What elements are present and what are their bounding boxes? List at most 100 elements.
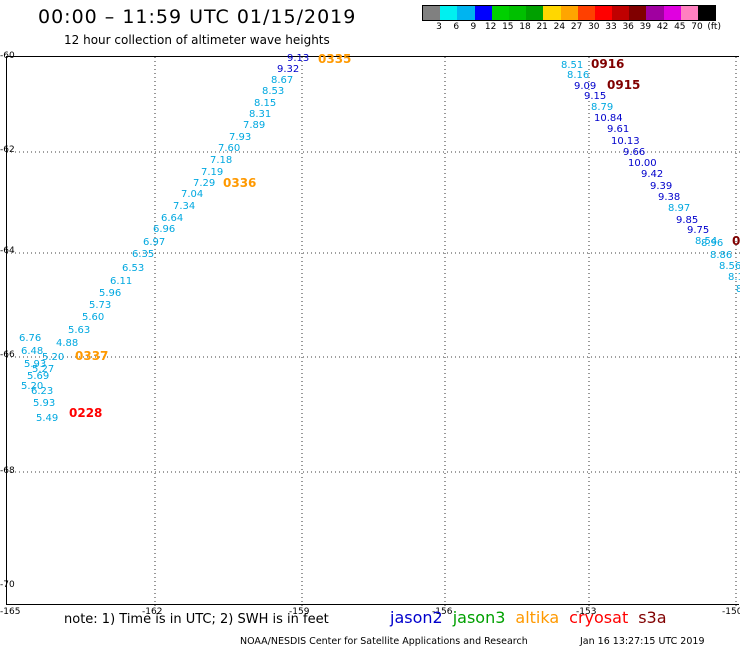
pass-time-label: 0916 [591, 57, 625, 71]
wave-height-point: 6.23 [31, 386, 54, 397]
wave-height-point: 6.64 [161, 213, 184, 224]
wave-height-point: 8.96 [701, 238, 724, 249]
wave-height-point: 5.73 [89, 300, 112, 311]
credit-line: NOAA/NESDIS Center for Satellite Applica… [240, 636, 528, 647]
wave-height-point: 9.66 [623, 147, 646, 158]
wave-height-point: 9.09 [574, 81, 597, 92]
wave-height-point: 7.19 [201, 167, 224, 178]
color-scale-label: 70 [691, 22, 703, 32]
color-scale-label: 39 [639, 22, 652, 32]
wave-height-point: 9.15 [584, 91, 607, 102]
satellite-legend-jason3: jason3 [452, 608, 506, 627]
lat-label: -60 [0, 51, 15, 61]
color-scale-label: 3 [436, 22, 442, 32]
color-swatch [457, 6, 475, 20]
pass-time-label: 0 [732, 234, 740, 248]
wave-height-point: 6.76 [19, 333, 42, 344]
lon-label: -150 [722, 607, 740, 617]
pass-time-label: 0335 [318, 52, 352, 66]
color-swatch [440, 6, 458, 20]
wave-height-point: 8.1 [728, 272, 740, 283]
color-scale-label: 15 [502, 22, 514, 32]
color-swatch [612, 6, 630, 20]
color-swatch [629, 6, 647, 20]
wave-height-point: 8.31 [249, 109, 272, 120]
wave-height-point: 10.13 [611, 136, 640, 147]
color-swatch [543, 6, 561, 20]
chart-title: 00:00 – 11:59 UTC 01/15/2019 [38, 6, 357, 28]
wave-height-point: 8.79 [591, 102, 614, 113]
wave-height-point: 5.27 [32, 364, 55, 375]
chart-subtitle: 12 hour collection of altimeter wave hei… [64, 33, 330, 47]
wave-height-point: 9.38 [658, 192, 681, 203]
wave-height-point: 5.63 [68, 325, 91, 336]
color-swatch [577, 6, 595, 20]
lat-label: -66 [0, 350, 15, 360]
wave-height-point: 5.20 [42, 352, 65, 363]
color-swatch [680, 6, 698, 20]
wave-height-point: 8.97 [668, 203, 691, 214]
color-swatch [594, 6, 613, 20]
pass-time-label: 0915 [607, 78, 641, 92]
color-swatch [491, 6, 509, 20]
wave-height-point: 5.49 [36, 413, 59, 424]
wave-height-point: 9.42 [641, 169, 664, 180]
color-scale-label: 12 [484, 22, 497, 32]
lat-label: -64 [0, 246, 15, 256]
wave-height-point: 5.93 [33, 398, 56, 409]
wave-height-point: 6.53 [122, 263, 145, 274]
wave-height-point: 5.20 [21, 381, 44, 392]
lat-label: -68 [0, 466, 15, 476]
satellite-legend-cryosat: cryosat [569, 608, 629, 627]
wave-height-point: 8.16 [567, 70, 590, 81]
wave-height-point: 7.18 [210, 155, 233, 166]
satellite-legend: jason2 jason3 altika cryosat s3a [390, 608, 677, 627]
color-scale-label: (ft) [707, 22, 721, 32]
wave-height-point: 7.60 [218, 143, 241, 154]
lon-label: -165 [0, 607, 21, 617]
wave-height-point: 9.13 [287, 53, 310, 64]
wave-height-point: 8.54 [695, 236, 718, 247]
wave-height-point: 8.53 [262, 86, 285, 97]
color-swatch [508, 6, 527, 20]
wave-height-point: 6.96 [153, 224, 176, 235]
lat-label: -62 [0, 145, 15, 155]
wave-height-point: 8.67 [271, 75, 294, 86]
color-scale-label: 24 [553, 22, 566, 32]
footnote: note: 1) Time is in UTC; 2) SWH is in fe… [64, 612, 329, 627]
wave-height-point: 5.69 [27, 371, 50, 382]
lon-label: -159 [289, 607, 310, 617]
wave-height-point: 6.11 [110, 276, 133, 287]
color-scale-bar [422, 5, 717, 21]
lon-label: -153 [576, 607, 597, 617]
wave-height-point: 8.15 [254, 98, 277, 109]
color-swatch [698, 6, 716, 20]
color-scale-label: 36 [622, 22, 634, 32]
color-swatch [560, 6, 578, 20]
wave-height-point: 7.34 [173, 201, 196, 212]
lat-label: -70 [0, 580, 15, 590]
color-swatch [423, 6, 441, 20]
color-swatch [663, 6, 681, 20]
color-scale-label: 42 [656, 22, 669, 32]
wave-height-point: 5.60 [82, 312, 105, 323]
wave-height-point: 6.97 [143, 237, 166, 248]
wave-height-point: 8.86 [710, 250, 733, 261]
wave-height-point: 5.96 [99, 288, 122, 299]
lon-label: -162 [142, 607, 163, 617]
wave-height-point: 7.29 [193, 178, 216, 189]
wave-height-point: 10.84 [594, 113, 623, 124]
wave-height-point: 7.93 [229, 132, 252, 143]
wave-height-point: 8.51 [561, 60, 584, 71]
color-scale-label: 9 [470, 22, 477, 32]
color-scale-label: 27 [570, 22, 583, 32]
color-swatch [526, 6, 544, 20]
wave-height-point: 7.04 [181, 189, 204, 200]
wave-height-point: 6.35 [132, 249, 155, 260]
color-swatch [474, 6, 492, 20]
wave-height-point: 9.32 [277, 64, 300, 75]
color-scale-label: 6 [453, 22, 460, 32]
wave-height-point: 8.56 [719, 261, 740, 272]
map-area: 9.13 9.32 8.67 8.53 8.15 8.31 7.89 7.93 7.60 7.18… [6, 52, 740, 606]
satellite-legend-jason2: jason2 [390, 608, 443, 627]
